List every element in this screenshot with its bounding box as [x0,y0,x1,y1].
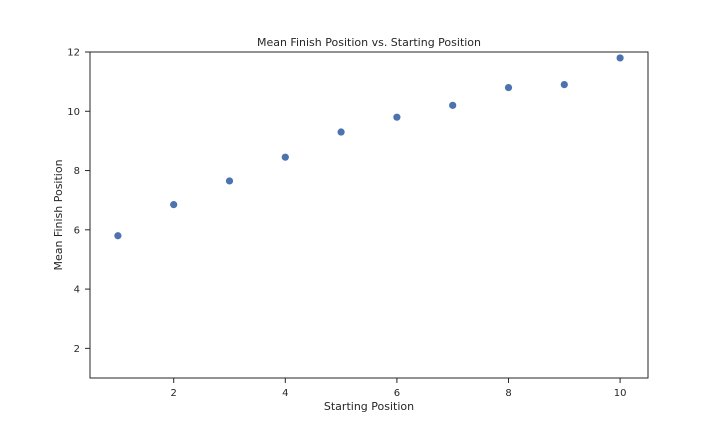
data-point [504,83,513,92]
points-layer [114,54,624,240]
x-tick-label: 6 [394,388,400,399]
x-tick-label: 10 [614,388,627,399]
data-point [560,81,568,89]
data-point [337,128,345,136]
x-axis-label: Starting Position [324,400,414,413]
data-point [170,201,178,209]
data-point [281,153,289,161]
data-point [616,54,624,62]
y-tick-label: 12 [67,48,80,59]
data-point [225,177,234,185]
y-tick-label: 4 [74,285,80,296]
y-tick-label: 10 [67,107,80,118]
ticks-layer: 2 4 6 8 10 2 4 6 8 10 12 [67,48,626,400]
data-point [114,232,122,240]
y-tick-label: 8 [74,166,80,177]
x-tick-label: 8 [505,388,511,399]
chart-title: Mean Finish Position vs. Starting Positi… [257,36,481,49]
y-tick-label: 2 [74,344,80,355]
x-tick-label: 4 [282,388,288,399]
data-point [449,101,457,109]
y-tick-label: 6 [74,225,80,236]
plot-frame [89,51,649,379]
x-tick-label: 2 [171,388,177,399]
y-axis-label: Mean Finish Position [52,159,65,270]
data-point [393,113,401,121]
